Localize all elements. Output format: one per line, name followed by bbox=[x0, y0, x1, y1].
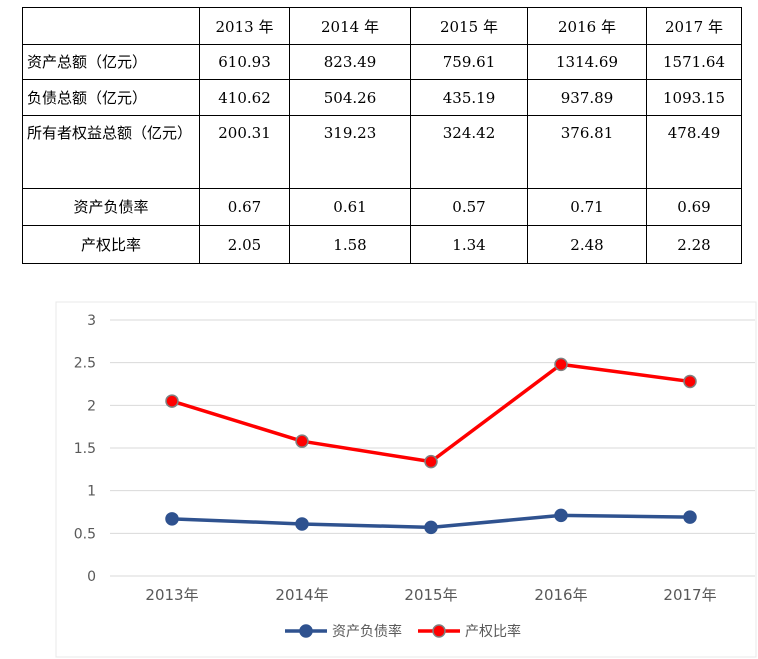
data-point bbox=[165, 512, 179, 526]
row-label: 资产总额（亿元） bbox=[22, 44, 200, 80]
header-cell-2013: 2013 年 bbox=[199, 7, 290, 45]
table-cell: 0.71 bbox=[527, 188, 647, 226]
table-row-debt-ratio: 资产负债率 0.67 0.61 0.57 0.71 0.69 bbox=[22, 188, 742, 226]
x-tick-label: 2013年 bbox=[145, 586, 198, 604]
table-cell: 1.34 bbox=[410, 225, 528, 264]
table-cell: 1093.15 bbox=[646, 79, 742, 116]
table-cell: 478.49 bbox=[646, 115, 742, 189]
y-tick-label: 2 bbox=[87, 398, 96, 414]
table-row-total-liabilities: 负债总额（亿元） 410.62 504.26 435.19 937.89 109… bbox=[22, 79, 742, 116]
row-label: 负债总额（亿元） bbox=[22, 79, 200, 116]
table-cell: 1571.64 bbox=[646, 44, 742, 80]
table-cell: 759.61 bbox=[410, 44, 528, 80]
table-cell: 0.67 bbox=[199, 188, 290, 226]
y-tick-label: 1 bbox=[87, 484, 96, 500]
data-point bbox=[683, 510, 697, 524]
legend-marker bbox=[299, 624, 313, 638]
table-row-total-assets: 资产总额（亿元） 610.93 823.49 759.61 1314.69 15… bbox=[22, 44, 742, 80]
data-point bbox=[165, 394, 179, 408]
table-cell: 0.61 bbox=[289, 188, 411, 226]
x-tick-label: 2014年 bbox=[275, 586, 328, 604]
table-cell: 2.28 bbox=[646, 225, 742, 264]
data-point bbox=[424, 520, 438, 535]
table-cell: 0.57 bbox=[410, 188, 528, 226]
data-point bbox=[683, 374, 697, 389]
y-tick-label: 0.5 bbox=[74, 526, 96, 542]
table-row-owners-equity: 所有者权益总额（亿元） 200.31 319.23 324.42 376.81 … bbox=[22, 115, 742, 189]
data-point bbox=[424, 454, 438, 469]
data-point bbox=[554, 508, 568, 523]
x-tick-label: 2016年 bbox=[534, 586, 587, 604]
x-tick-label: 2015年 bbox=[404, 586, 457, 604]
header-cell-2017: 2017 年 bbox=[646, 7, 742, 45]
table-cell: 2.48 bbox=[527, 225, 647, 264]
table-cell: 504.26 bbox=[289, 79, 411, 116]
y-tick-label: 3 bbox=[87, 313, 96, 329]
table-cell: 1314.69 bbox=[527, 44, 647, 80]
table-cell: 200.31 bbox=[199, 115, 290, 189]
y-tick-label: 2.5 bbox=[74, 356, 96, 372]
legend-label: 资产负债率 bbox=[332, 623, 402, 640]
chart-grid bbox=[110, 319, 755, 577]
table-cell: 319.23 bbox=[289, 115, 411, 189]
data-point bbox=[295, 517, 309, 531]
table-cell: 610.93 bbox=[199, 44, 290, 80]
table-cell: 937.89 bbox=[527, 79, 647, 116]
line-chart: 00.511.522.53 2013年 2014年 2015年 2016年 2017年 … bbox=[55, 301, 757, 658]
table-row-equity-ratio: 产权比率 2.05 1.58 1.34 2.48 2.28 bbox=[22, 225, 742, 264]
table-header-row: 2013 年 2014 年 2015 年 2016 年 2017 年 bbox=[22, 7, 742, 45]
legend-label: 产权比率 bbox=[465, 623, 521, 640]
header-cell-2015: 2015 年 bbox=[410, 7, 528, 45]
legend-marker bbox=[432, 624, 446, 638]
y-tick-label: 0 bbox=[87, 569, 96, 585]
chart-legend: 资产负债率 产权比率 bbox=[285, 623, 521, 640]
chart-frame bbox=[55, 301, 757, 658]
table-cell: 2.05 bbox=[199, 225, 290, 264]
table-cell: 410.62 bbox=[199, 79, 290, 116]
header-cell-2016: 2016 年 bbox=[527, 7, 647, 45]
x-axis-ticks: 2013年 2014年 2015年 2016年 2017年 bbox=[145, 586, 716, 604]
table-cell: 324.42 bbox=[410, 115, 528, 189]
data-point bbox=[295, 434, 309, 448]
row-label: 所有者权益总额（亿元） bbox=[22, 115, 200, 189]
y-tick-label: 1.5 bbox=[74, 441, 96, 457]
header-cell-empty bbox=[22, 7, 200, 45]
table-cell: 0.69 bbox=[646, 188, 742, 226]
row-label: 资产负债率 bbox=[22, 188, 200, 226]
row-label: 产权比率 bbox=[22, 225, 200, 264]
header-cell-2014: 2014 年 bbox=[289, 7, 411, 45]
table-cell: 823.49 bbox=[289, 44, 411, 80]
table-cell: 1.58 bbox=[289, 225, 411, 264]
financial-table: 2013 年 2014 年 2015 年 2016 年 2017 年 资产总额（… bbox=[22, 7, 742, 264]
y-axis-ticks: 0 0.5 1 1.5 2 2.5 3 bbox=[74, 313, 96, 585]
data-point bbox=[554, 357, 568, 372]
table-cell: 435.19 bbox=[410, 79, 528, 116]
table-cell: 376.81 bbox=[527, 115, 647, 189]
x-tick-label: 2017年 bbox=[663, 586, 716, 604]
chart-series bbox=[165, 357, 697, 535]
